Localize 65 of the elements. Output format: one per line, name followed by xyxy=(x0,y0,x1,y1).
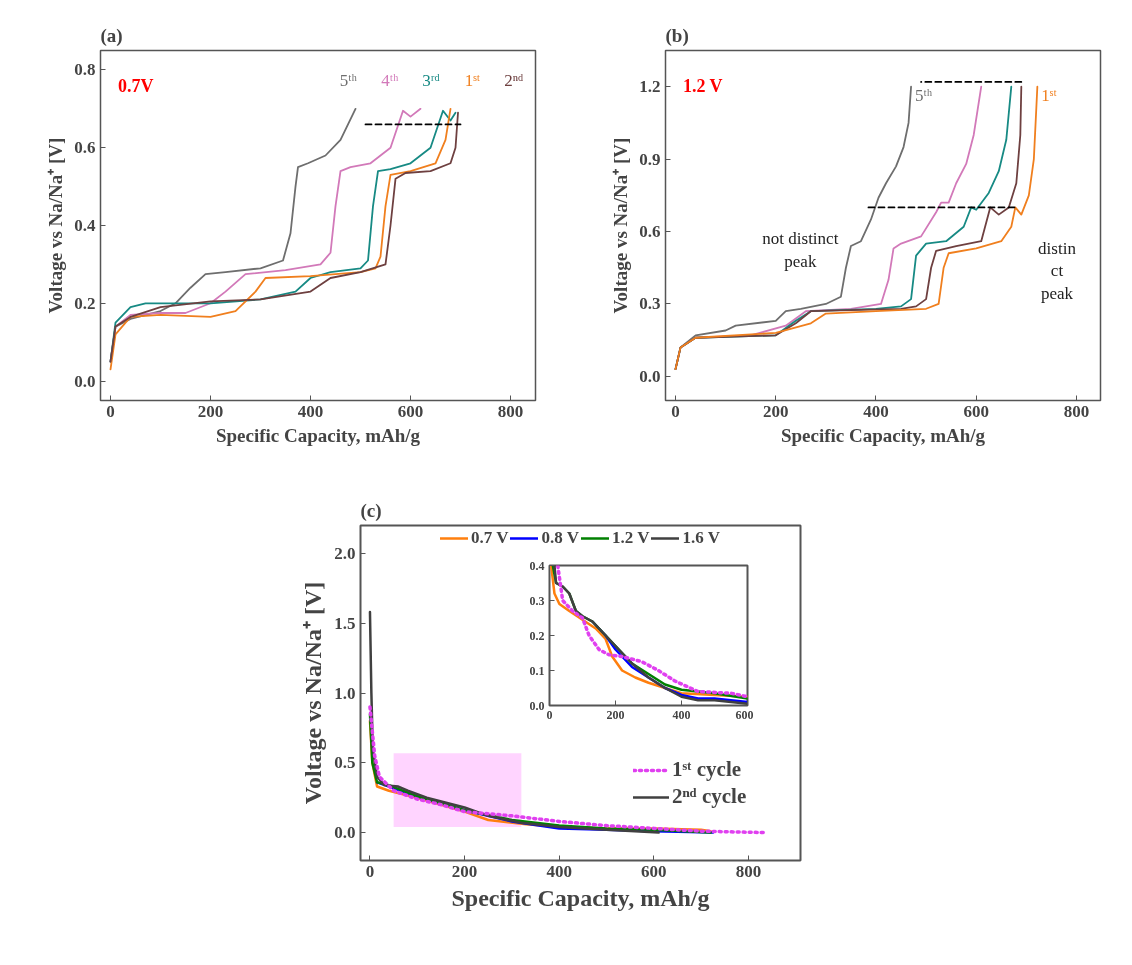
y-axis-title: Voltage vs Na/Na⁺ [V] xyxy=(610,137,632,314)
legend-label: 0.7 V xyxy=(471,528,509,548)
y-tick-label: 0.3 xyxy=(529,593,545,608)
x-tick-label: 800 xyxy=(497,401,524,421)
x-tick-label: 400 xyxy=(546,861,572,881)
y-axis-title: Voltage vs Na/Na⁺ [V] xyxy=(45,137,67,314)
y-tick-label: 1.2 xyxy=(639,77,661,97)
annotation: not distinct peak xyxy=(762,229,839,271)
legend-label: 1.2 V xyxy=(612,528,650,548)
y-tick-label: 0.6 xyxy=(639,222,661,242)
x-tick-label: 200 xyxy=(763,401,789,421)
y-tick-label: 1.0 xyxy=(334,683,356,703)
annotation: distin ct peak xyxy=(1038,238,1077,304)
chart-title: (c) xyxy=(360,499,382,522)
series-label: 1ˢᵗ xyxy=(464,70,481,90)
y-tick-label: 0.3 xyxy=(639,294,661,314)
series-label: 5ᵗʰ xyxy=(915,86,933,106)
chart-title: (a) xyxy=(100,24,123,47)
x-axis-title: Specific Capacity, mAh/g xyxy=(780,424,986,446)
y-tick-label: 0.2 xyxy=(529,628,545,643)
x-tick-label: 400 xyxy=(672,707,691,722)
x-tick-label: 600 xyxy=(963,401,989,421)
x-tick-label: 600 xyxy=(397,401,424,421)
annotation: 0.7V xyxy=(117,75,154,96)
x-tick-label: 200 xyxy=(451,861,478,881)
legend-label: 0.8 V xyxy=(541,528,579,548)
y-tick-label: 1.5 xyxy=(334,613,356,633)
y-tick-label: 0.0 xyxy=(334,823,356,843)
x-tick-label: 400 xyxy=(863,401,889,421)
chart-title: (b) xyxy=(665,24,689,47)
x-axis-title: Specific Capacity, mAh/g xyxy=(215,424,421,446)
y-tick-label: 0.4 xyxy=(529,558,545,573)
series-label: 4ᵗʰ xyxy=(381,70,399,90)
series-label: 1ˢᵗ xyxy=(1041,86,1057,106)
text: 2ⁿᵈ xyxy=(504,70,524,90)
series-label: 5ᵗʰ xyxy=(339,70,358,90)
legend-label: 1.6 V xyxy=(682,528,720,548)
y-tick-label: 0.1 xyxy=(529,663,545,678)
x-tick-label: 0 xyxy=(671,401,680,421)
y-tick-label: 0.4 xyxy=(74,216,96,235)
y-tick-label: 0.9 xyxy=(639,149,661,169)
series-label: 3ʳᵈ xyxy=(422,70,440,90)
x-axis-title: Specific Capacity, mAh/g xyxy=(451,884,710,911)
x-tick-label: 200 xyxy=(197,401,224,421)
y-tick-label: 0.0 xyxy=(74,371,96,391)
annotation: 1.2 V xyxy=(682,75,723,96)
x-tick-label: 800 xyxy=(735,861,762,881)
annotation: 2ⁿᵈ cycle xyxy=(672,784,747,809)
y-tick-label: 0.2 xyxy=(74,293,96,313)
y-tick-label: 0.0 xyxy=(529,698,545,713)
x-tick-label: 400 xyxy=(297,401,324,421)
y-tick-label: 0.5 xyxy=(334,753,356,773)
x-tick-label: 0 xyxy=(546,707,553,722)
legend-label: 1ˢᵗ cycle xyxy=(672,757,742,782)
y-tick-label: 0.0 xyxy=(639,366,661,386)
y-tick-label: 2.0 xyxy=(334,543,356,563)
x-tick-label: 600 xyxy=(735,707,754,722)
x-tick-label: 200 xyxy=(606,707,625,722)
x-tick-label: 600 xyxy=(641,861,667,881)
y-axis-title: Voltage vs Na/Na⁺ [V] xyxy=(300,581,327,805)
y-tick-label: 0.8 xyxy=(74,60,96,80)
y-tick-label: 0.6 xyxy=(74,138,96,158)
x-tick-label: 800 xyxy=(1063,401,1090,421)
x-tick-label: 0 xyxy=(365,861,375,881)
x-tick-label: 0 xyxy=(106,401,115,421)
